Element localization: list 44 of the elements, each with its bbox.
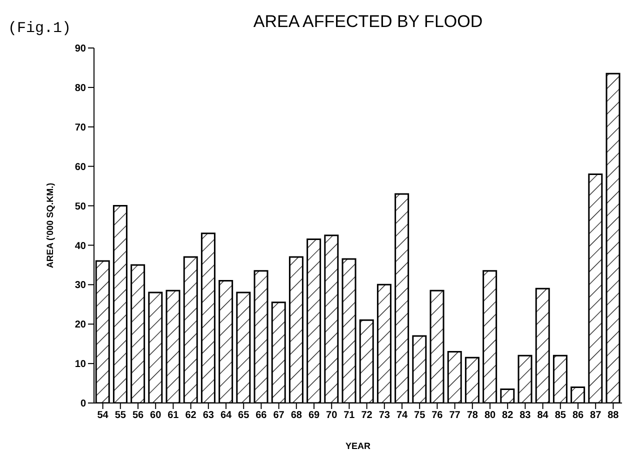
y-axis-title: AREA ('000 SQ.KM.): [45, 182, 56, 268]
x-tick-label: 60: [150, 410, 162, 422]
y-tick-label: 60: [74, 162, 86, 173]
x-axis-title: YEAR: [345, 441, 371, 451]
x-tick-label: 86: [572, 410, 584, 422]
x-tick-label: 73: [378, 410, 390, 422]
y-tick-label: 90: [74, 44, 86, 55]
x-tick-label: 70: [326, 410, 338, 422]
x-tick-label: 80: [484, 410, 496, 422]
x-tick-label: 76: [432, 410, 444, 422]
x-tick-label: 55: [114, 410, 126, 422]
x-tick-label: 85: [554, 410, 566, 422]
x-tick-label: 66: [256, 410, 268, 422]
x-tick-label: 68: [290, 410, 302, 422]
y-tick-label: 30: [74, 280, 86, 292]
x-tick-label: 83: [520, 410, 532, 422]
y-tick-label: 70: [74, 122, 86, 134]
x-tick-label: 82: [502, 410, 514, 422]
y-tick-label: 80: [74, 82, 86, 94]
x-tick-label: 77: [449, 410, 461, 422]
x-tick-label: 69: [308, 410, 320, 422]
x-tick-label: 87: [590, 410, 602, 422]
x-tick-label: 71: [344, 410, 356, 422]
x-tick-label: 88: [608, 410, 620, 422]
y-tick-label: 10: [74, 359, 86, 370]
chart-title: AREA AFFECTED BY FLOOD: [252, 12, 484, 32]
x-tick-label: 62: [185, 410, 197, 422]
x-tick-label: 67: [273, 410, 285, 422]
y-tick-label: 40: [74, 240, 86, 252]
y-tick-label: 20: [74, 320, 86, 331]
y-tick-label: 50: [74, 201, 86, 212]
y-tick-label: 0: [80, 398, 86, 410]
x-tick-label: 72: [361, 410, 373, 422]
x-tick-label: 84: [537, 410, 549, 422]
x-tick-label: 61: [168, 410, 180, 422]
x-tick-label: 54: [97, 410, 109, 422]
text: (Fig.1): [8, 20, 72, 37]
x-tick-label: 65: [238, 410, 250, 422]
x-tick-label: 75: [414, 410, 426, 422]
x-tick-label: 74: [396, 410, 408, 422]
x-tick-label: 63: [202, 410, 214, 422]
x-tick-label: 78: [466, 410, 478, 422]
x-tick-label: 64: [220, 410, 232, 422]
x-tick-label: 56: [132, 410, 144, 422]
